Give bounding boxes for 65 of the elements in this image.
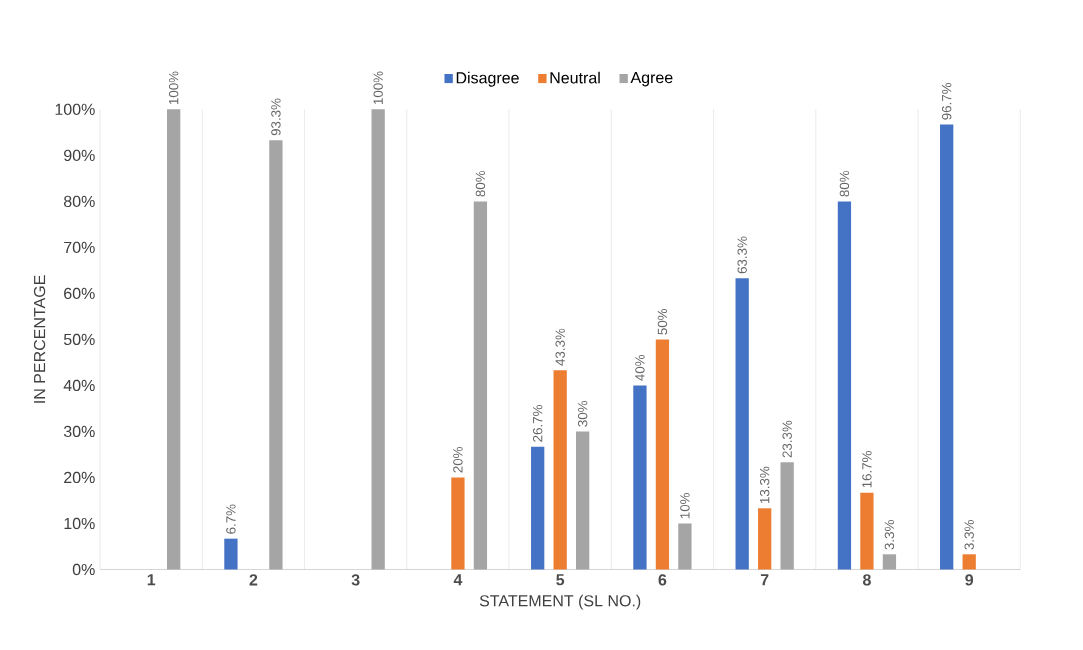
bar [837,201,852,570]
y-tick-label: 0% [72,564,95,576]
data-label: 20% [453,447,463,473]
bar [576,431,590,570]
y-tick-label: 100% [55,103,95,116]
bar [860,492,874,570]
data-label: 93.3% [271,98,281,136]
bar [269,140,283,570]
data-label: 3.3% [964,520,974,550]
data-label: 30% [577,401,588,427]
y-tick-label: 20% [64,472,95,484]
legend-label: Neutral [550,72,600,84]
legend-label: Agree [630,72,673,87]
y-tick-label: 60% [64,287,95,300]
data-label: 13.3% [759,466,770,504]
data-label: 26.7% [532,405,543,442]
data-label: 40% [635,355,645,382]
bar [940,124,954,570]
y-tick-label: 70% [64,241,95,254]
data-label: 6.7% [226,504,236,534]
x-tick-label: 8 [862,574,871,586]
bar [758,508,772,570]
bar [735,278,749,570]
bar [371,109,385,570]
data-label: 100% [373,71,383,105]
x-tick-label: 1 [147,574,156,586]
bar [882,554,897,570]
y-tick-label: 10% [64,518,95,530]
x-tick-label: 6 [658,574,667,586]
x-tick-label: 4 [453,574,463,586]
data-label: 16.7% [862,451,872,488]
bar [167,109,181,570]
bar [655,339,670,570]
data-label: 100% [168,71,179,105]
data-label: 63.3% [737,236,747,274]
data-label: 80% [475,171,486,197]
data-label: 80% [839,171,850,197]
x-tick-label: 7 [760,574,769,586]
bar [224,538,238,570]
bar [473,201,488,570]
bar [633,385,647,570]
bar [531,446,545,570]
data-label: 43.3% [555,328,565,366]
data-label: 96.7% [941,83,952,120]
bar [451,477,465,570]
x-tick-label: 3 [351,574,360,586]
bar [962,554,976,570]
data-label: 50% [657,309,668,335]
data-label: 23.3% [782,420,792,458]
y-tick-label: 30% [63,426,95,438]
y-tick-label: 40% [63,380,95,392]
x-tick-label: 2 [249,574,258,586]
y-tick-label: 50% [63,334,95,346]
x-tick-label: 9 [965,574,974,586]
x-tick-label: 5 [556,574,565,586]
y-tick-label: 90% [64,149,95,162]
y-tick-label: 80% [63,195,95,208]
bar [553,370,567,570]
x-axis-title: STATEMENT (SL NO.) [479,594,641,610]
bar [678,523,692,570]
data-label: 3.3% [884,520,895,550]
legend-label: Disagree [456,72,519,87]
y-axis-title: IN PERCENTAGE [33,275,46,403]
bar [780,462,794,570]
data-label: 10% [680,493,690,519]
